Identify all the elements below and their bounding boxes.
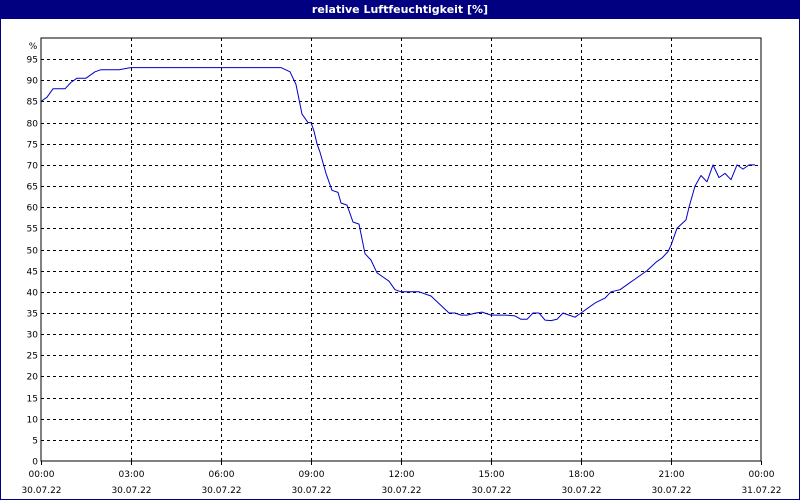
y-tick-label: 45 (27, 268, 38, 278)
y-tick-label: 60 (27, 204, 39, 214)
chart-title: relative Luftfeuchtigkeit [%] (1, 1, 799, 19)
x-tick-time-label: 15:00 (479, 470, 505, 480)
x-tick-date-label: 30.07.22 (21, 486, 61, 496)
x-tick-date-label: 30.07.22 (471, 486, 511, 496)
y-unit-label: % (29, 42, 38, 52)
y-tick-label: 5 (32, 437, 38, 447)
x-tick-date-label: 30.07.22 (111, 486, 151, 496)
y-tick-label: 0 (32, 458, 38, 468)
y-tick-label: 50 (27, 247, 39, 257)
y-tick-label: 20 (27, 373, 39, 383)
x-tick-time-label: 09:00 (299, 470, 325, 480)
series-layer (40, 67, 755, 322)
y-tick-label: 10 (27, 416, 39, 426)
x-tick-date-label: 31.07.22 (741, 486, 781, 496)
grid-layer (41, 38, 762, 465)
y-tick-label: 90 (27, 77, 39, 87)
x-tick-date-label: 30.07.22 (381, 486, 421, 496)
y-tick-label: 35 (27, 310, 38, 320)
y-tick-label: 70 (27, 162, 39, 172)
y-tick-label: 80 (27, 120, 39, 130)
humidity-series-line (40, 67, 755, 322)
y-tick-label: 30 (27, 331, 39, 341)
y-tick-label: 65 (27, 183, 38, 193)
x-tick-date-label: 30.07.22 (651, 486, 691, 496)
label-layer: % 0 5 10 15 20 25 30 35 40 45 50 55 60 65 70 75 80 85 90 95… (21, 42, 781, 496)
x-tick-date-label: 30.07.22 (201, 486, 241, 496)
y-tick-label: 75 (27, 141, 38, 151)
x-tick-date-label: 30.07.22 (291, 486, 331, 496)
x-tick-time-label: 00:00 (29, 470, 55, 480)
x-tick-time-label: 06:00 (209, 470, 235, 480)
y-tick-label: 55 (27, 225, 38, 235)
y-tick-label: 95 (27, 56, 38, 66)
x-tick-time-label: 12:00 (389, 470, 415, 480)
y-tick-label: 40 (27, 289, 39, 299)
x-tick-time-label: 03:00 (119, 470, 145, 480)
y-tick-label: 15 (27, 395, 38, 405)
x-tick-time-label: 18:00 (569, 470, 595, 480)
x-tick-time-label: 00:00 (749, 470, 775, 480)
y-tick-label: 85 (27, 98, 38, 108)
x-tick-time-label: 21:00 (659, 470, 685, 480)
y-tick-label: 25 (27, 352, 38, 362)
x-tick-date-label: 30.07.22 (561, 486, 601, 496)
